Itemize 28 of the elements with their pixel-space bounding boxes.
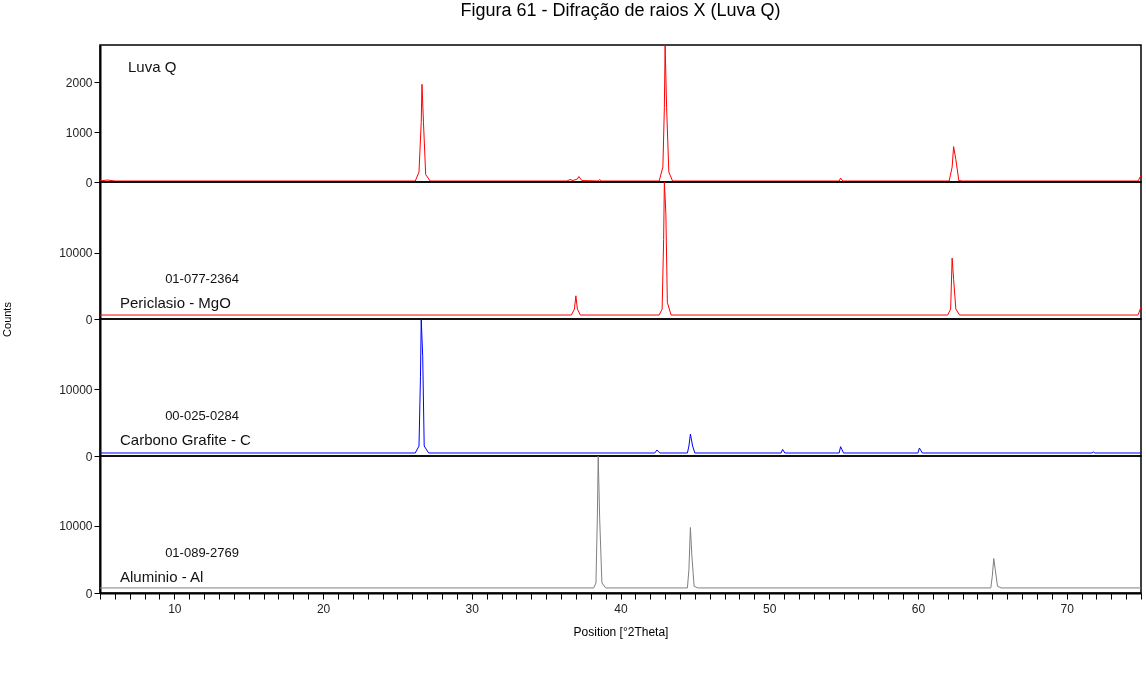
x-tick-label: 60 [911,601,926,616]
y-axis-title: Counts [0,301,13,337]
y-tick-label: 10000 [59,519,93,534]
x-tick-label: 40 [614,601,628,616]
x-axis-title: Position [°2Theta] [573,624,669,639]
y-tick-label: 10000 [59,383,93,397]
x-tick-label: 20 [316,601,331,616]
series-label: Aluminio - Al [120,568,204,585]
y-tick-label: 0 [85,586,93,601]
line-series [100,456,1141,589]
y-tick-label: 2000 [65,75,93,90]
y-tick-label: 0 [85,449,93,464]
annotation: 01-089-2769 [165,545,239,560]
series-label: Carbono Grafite - C [120,431,252,448]
y-tick-label: 1000 [65,125,93,140]
x-tick-label: 50 [763,601,777,616]
y-tick-label: 10000 [59,246,93,261]
series-label: Periclasio - MgO [120,294,231,311]
x-tick-label: 70 [1060,601,1075,616]
line-series [100,182,1141,316]
annotation: 00-025-0284 [165,408,239,423]
x-tick-label: 10 [168,601,182,616]
x-tick-label: 30 [465,601,480,616]
chart-title: Figura 61 - Difração de raios X (Luva Q) [460,0,781,21]
y-tick-label: 0 [85,312,93,327]
y-tick-label: 0 [85,175,93,190]
text: Luva Q [128,58,177,75]
annotation: 01-077-2364 [165,271,239,286]
